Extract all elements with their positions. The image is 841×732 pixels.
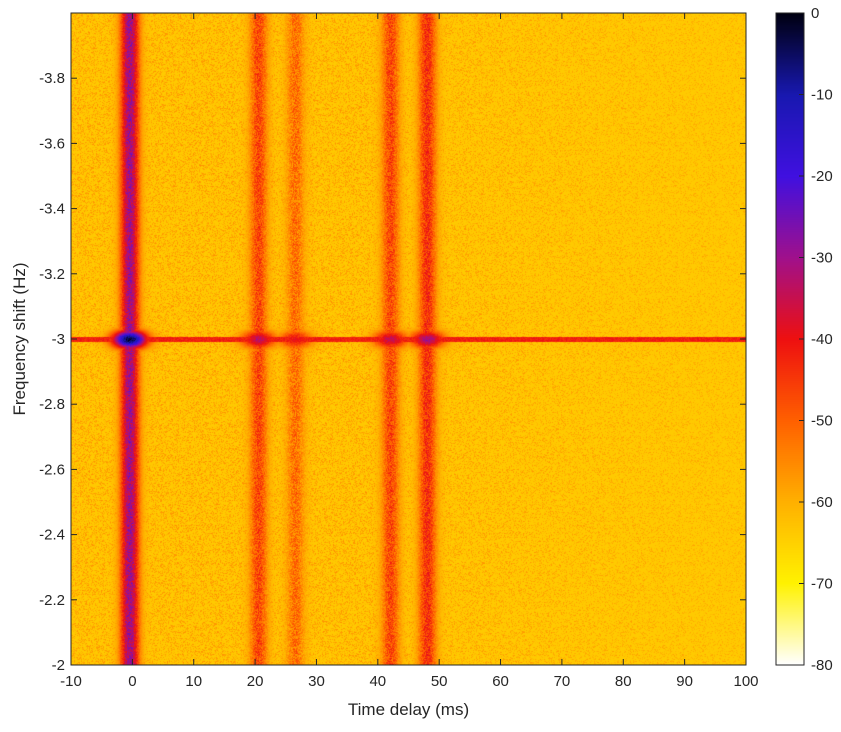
x-tick-label: 20 — [247, 673, 264, 690]
x-tick-label: 90 — [676, 673, 693, 690]
x-tick-label: 50 — [431, 673, 448, 690]
colorbar-tick-label: -30 — [811, 250, 833, 267]
y-tick-label: -2 — [52, 657, 65, 674]
colorbar-tick-label: -70 — [811, 576, 833, 593]
colorbar-tick-label: -10 — [811, 87, 833, 104]
y-tick-label: -3 — [52, 331, 65, 348]
colorbar-tick-label: -40 — [811, 331, 833, 348]
x-tick-label: 10 — [185, 673, 202, 690]
x-axis-label: Time delay (ms) — [348, 700, 469, 719]
colorbar-tick-label: 0 — [811, 5, 819, 22]
y-tick-label: -3.6 — [39, 135, 65, 152]
y-tick-label: -2.8 — [39, 396, 65, 413]
y-axis: -3.8 -3.6 -3.4 -3.2 -3 -2.8 -2.6 -2.4 -2.2 -2 — [39, 70, 746, 674]
colorbar-tick-label: -50 — [811, 413, 833, 430]
colorbar-tick-label: -60 — [811, 494, 833, 511]
y-tick-label: -3.4 — [39, 201, 65, 218]
colorbar-tick-label: -80 — [811, 657, 833, 674]
x-tick-label: -10 — [60, 673, 82, 690]
y-tick-label: -3.8 — [39, 70, 65, 87]
x-tick-label: 0 — [128, 673, 136, 690]
y-axis-label: Frequency shift (Hz) — [10, 262, 29, 415]
colorbar-tick-label: -20 — [811, 168, 833, 185]
y-tick-label: -2.4 — [39, 527, 65, 544]
x-tick-label: 40 — [369, 673, 386, 690]
heatmap-image — [71, 13, 746, 665]
heatmap-plot-area — [71, 13, 746, 665]
x-tick-label: 100 — [733, 673, 758, 690]
x-axis: -10 0 10 20 30 40 50 60 70 80 90 100 — [60, 13, 759, 690]
y-tick-label: -2.2 — [39, 592, 65, 609]
x-tick-label: 30 — [308, 673, 325, 690]
x-tick-label: 60 — [492, 673, 509, 690]
y-tick-label: -2.6 — [39, 461, 65, 478]
colorbar: 0 -10 -20 -30 -40 -50 -60 -70 -80 — [775, 5, 833, 674]
x-tick-label: 80 — [615, 673, 632, 690]
x-tick-label: 70 — [554, 673, 571, 690]
y-tick-label: -3.2 — [39, 266, 65, 283]
colorbar-ticks: 0 -10 -20 -30 -40 -50 -60 -70 -80 — [799, 5, 833, 674]
